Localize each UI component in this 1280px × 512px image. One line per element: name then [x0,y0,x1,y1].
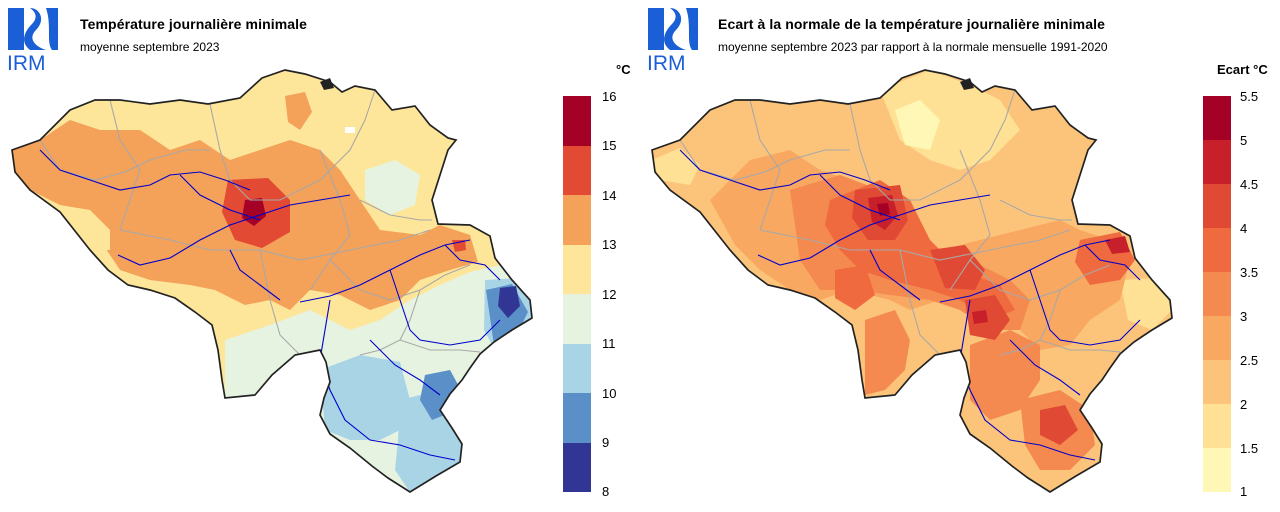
colorbar-anomaly [1203,96,1231,492]
enclave [345,127,355,133]
legend-tick: 5.5 [1240,89,1259,104]
legend-tick: 2 [1240,397,1248,412]
legend-tick: 2.5 [1240,353,1259,368]
panel-min-temperature: IRM Température journalière minimale moy… [0,0,640,507]
legend-tick: 8 [602,484,610,499]
belgium-min-temp-map [0,60,545,512]
legend-swatch-4-4_5 [1203,184,1231,228]
legend-swatch-14-15 [563,145,591,195]
zone-11-12-campine [365,160,420,215]
legend-swatch-11-12 [563,294,591,344]
legend-swatch-8-9 [563,442,591,492]
legend-tick: 4 [1240,221,1248,236]
legend-swatch-9-10 [563,393,591,443]
legend-tick: 1.5 [1240,441,1259,456]
zone-4_5-5-south [972,310,988,324]
legend-swatch-1-1_5 [1203,448,1231,492]
legend-swatch-12-13 [563,244,591,294]
zone-3_5-4-west [835,265,875,310]
zone-4_5-5-liege [1105,236,1130,254]
zone-5-5_5-brussels [877,203,890,216]
zone-3-3_5-hainaut [865,310,910,395]
zone-1_5-2-east [1120,278,1172,330]
legend-swatch-13-14 [563,195,591,245]
legend-tick: 11 [602,336,616,351]
map-subtitle: moyenne septembre 2023 [80,40,220,54]
legend-swatch-3-3_5 [1203,272,1231,316]
zone-4-4_5-namur [930,245,985,290]
legend-tick: 14 [602,188,617,203]
legend-swatch-5-5_5 [1203,96,1231,140]
legend-swatch-4_5-5 [1203,140,1231,184]
irm-logo: IRM [646,6,700,72]
zone-13-14-north [285,92,312,130]
legend-swatch-15-16 [563,96,591,146]
colorbar-min-temp [563,96,591,492]
legend-swatch-2_5-3 [1203,316,1231,360]
zone-10-11-south [320,355,410,440]
belgium-min-temp-anomaly-map [640,60,1185,512]
legend-tick: 9 [602,435,610,450]
zone-1-1_5-north [895,100,940,150]
map-subtitle: moyenne septembre 2023 par rapport à la … [718,40,1108,54]
legend-swatch-1_5-2 [1203,404,1231,448]
legend-tick: 13 [602,237,617,252]
map-title: Ecart à la normale de la température jou… [718,16,1105,32]
legend-tick: 16 [602,89,617,104]
legend-tick: 3.5 [1240,265,1259,280]
legend-swatch-2-2_5 [1203,360,1231,404]
legend-tick: 3 [1240,309,1248,324]
legend-swatch-3_5-4 [1203,228,1231,272]
legend-tick: 1 [1240,484,1248,499]
panel-min-temperature-anomaly: IRM Ecart à la normale de la température… [640,0,1280,507]
legend-tick: 4.5 [1240,177,1259,192]
legend-tick: 10 [602,386,617,401]
legend-tick: 15 [602,138,617,153]
legend-unit: Ecart °C [1217,62,1268,77]
legend-unit: °C [616,62,631,77]
map-title: Température journalière minimale [80,16,308,32]
legend-tick: 12 [602,287,617,302]
legend-swatch-10-11 [563,343,591,393]
zone-8-9-east [498,286,520,318]
irm-logo: IRM [6,6,60,72]
enclave-baarle [960,78,974,90]
legend-tick: 5 [1240,133,1248,148]
zone-4-4_5-south [965,295,1010,340]
enclave-baarle [320,78,334,90]
irm-logo-text: IRM [647,52,686,72]
irm-logo-text: IRM [7,52,46,72]
zone-4-4_5-southeast [1040,405,1078,445]
